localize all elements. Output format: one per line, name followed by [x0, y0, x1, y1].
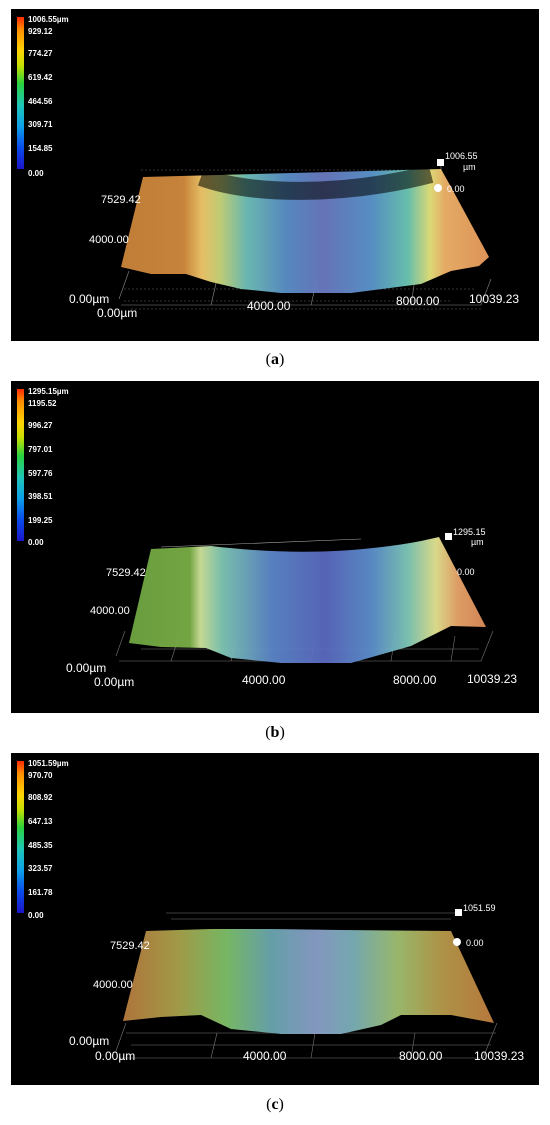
legend-tick: 485.35 — [28, 841, 53, 850]
y-axis-max-label: 7529.42 — [106, 567, 146, 579]
surface-shape — [123, 929, 494, 1034]
surface-plot-panel-b: 1295.15µm 1195.52 996.27 797.01 597.76 3… — [11, 381, 539, 713]
color-scale-legend: 1051.59µm 970.70 808.92 647.13 485.35 32… — [17, 759, 77, 921]
legend-tick: 647.13 — [28, 817, 53, 826]
z-unit-label: µm — [471, 537, 484, 547]
legend-tick: 0.00 — [28, 538, 44, 547]
color-scale-bar — [17, 389, 24, 541]
y-axis-mid-label: 4000.00 — [89, 234, 129, 246]
legend-tick: 398.51 — [28, 492, 53, 501]
legend-tick: 154.85 — [28, 144, 53, 153]
x-axis-4000-label: 4000.00 — [243, 1049, 287, 1063]
color-scale-legend: 1295.15µm 1195.52 996.27 797.01 597.76 3… — [17, 387, 77, 549]
y-axis-max-label: 7529.42 — [110, 940, 150, 952]
legend-tick: 323.57 — [28, 864, 53, 873]
legend-tick: 1051.59µm — [28, 759, 69, 768]
legend-tick: 797.01 — [28, 445, 53, 454]
x-axis-8000-label: 8000.00 — [399, 1049, 443, 1063]
x-axis-max-label: 10039.23 — [469, 292, 520, 306]
surface-plot-panel-a: 1006.55µm 929.12 774.27 619.42 464.56 30… — [11, 9, 539, 341]
legend-tick: 1295.15µm — [28, 387, 69, 396]
legend-tick: 929.12 — [28, 27, 53, 36]
z-max-label: 1006.55 — [445, 151, 478, 161]
x-axis-origin-label: 0.00µm — [94, 675, 135, 689]
x-axis-8000-label: 8000.00 — [393, 673, 437, 687]
legend-tick: 774.27 — [28, 49, 53, 58]
z-zero-label: 0.00 — [457, 567, 475, 577]
legend-tick: 464.56 — [28, 97, 53, 106]
z-unit-label: µm — [463, 162, 476, 172]
color-scale-bar — [17, 761, 24, 913]
surface-plot-panel-c: 1051.59µm 970.70 808.92 647.13 485.35 32… — [11, 753, 539, 1085]
rotation-handle[interactable] — [453, 938, 461, 946]
y-axis-mid-label: 4000.00 — [93, 979, 133, 991]
x-axis-max-label: 10039.23 — [474, 1049, 525, 1063]
caption-a: (a) — [265, 351, 285, 368]
x-axis-max-label: 10039.23 — [467, 672, 518, 686]
x-axis-origin-label: 0.00µm — [97, 306, 138, 320]
y-axis-mid-label: 4000.00 — [90, 605, 130, 617]
legend-tick: 1006.55µm — [28, 15, 69, 24]
y-axis-max-label: 7529.42 — [101, 194, 141, 206]
caption-c: (c) — [266, 1096, 284, 1113]
legend-tick: 970.70 — [28, 771, 53, 780]
axis-end-marker — [455, 909, 462, 916]
z-zero-label: 0.00 — [447, 184, 465, 194]
x-axis-origin-label: 0.00µm — [95, 1049, 136, 1063]
color-scale-bar — [17, 17, 24, 169]
color-scale-legend: 1006.55µm 929.12 774.27 619.42 464.56 30… — [17, 15, 77, 178]
surface-shape — [121, 169, 489, 293]
z-zero-label: 0.00 — [466, 938, 484, 948]
legend-tick: 161.78 — [28, 888, 53, 897]
legend-tick: 808.92 — [28, 793, 53, 802]
legend-tick: 619.42 — [28, 73, 53, 82]
legend-tick: 199.25 — [28, 516, 53, 525]
legend-tick: 597.76 — [28, 469, 53, 478]
z-max-label: 1051.59 — [463, 903, 496, 913]
z-max-label: 1295.15 — [453, 527, 486, 537]
rotation-handle[interactable] — [434, 184, 442, 192]
y-axis-origin-label: 0.00µm — [69, 292, 110, 306]
surface-3d-render — [118, 161, 492, 310]
x-axis-4000-label: 4000.00 — [247, 299, 291, 313]
surface-3d-render — [115, 537, 494, 663]
y-axis-origin-label: 0.00µm — [66, 661, 107, 675]
legend-tick: 309.71 — [28, 120, 53, 129]
surface-3d-render — [115, 912, 498, 1059]
legend-tick: 0.00 — [28, 169, 44, 178]
legend-tick: 996.27 — [28, 421, 53, 430]
legend-tick: 1195.52 — [28, 399, 57, 408]
legend-tick: 0.00 — [28, 911, 44, 920]
x-axis-8000-label: 8000.00 — [396, 294, 440, 308]
axis-end-marker — [445, 533, 452, 540]
axis-end-marker — [437, 159, 444, 166]
x-axis-4000-label: 4000.00 — [242, 673, 286, 687]
caption-b: (b) — [265, 724, 285, 741]
surface-shape — [129, 537, 486, 663]
y-axis-origin-label: 0.00µm — [69, 1034, 110, 1048]
